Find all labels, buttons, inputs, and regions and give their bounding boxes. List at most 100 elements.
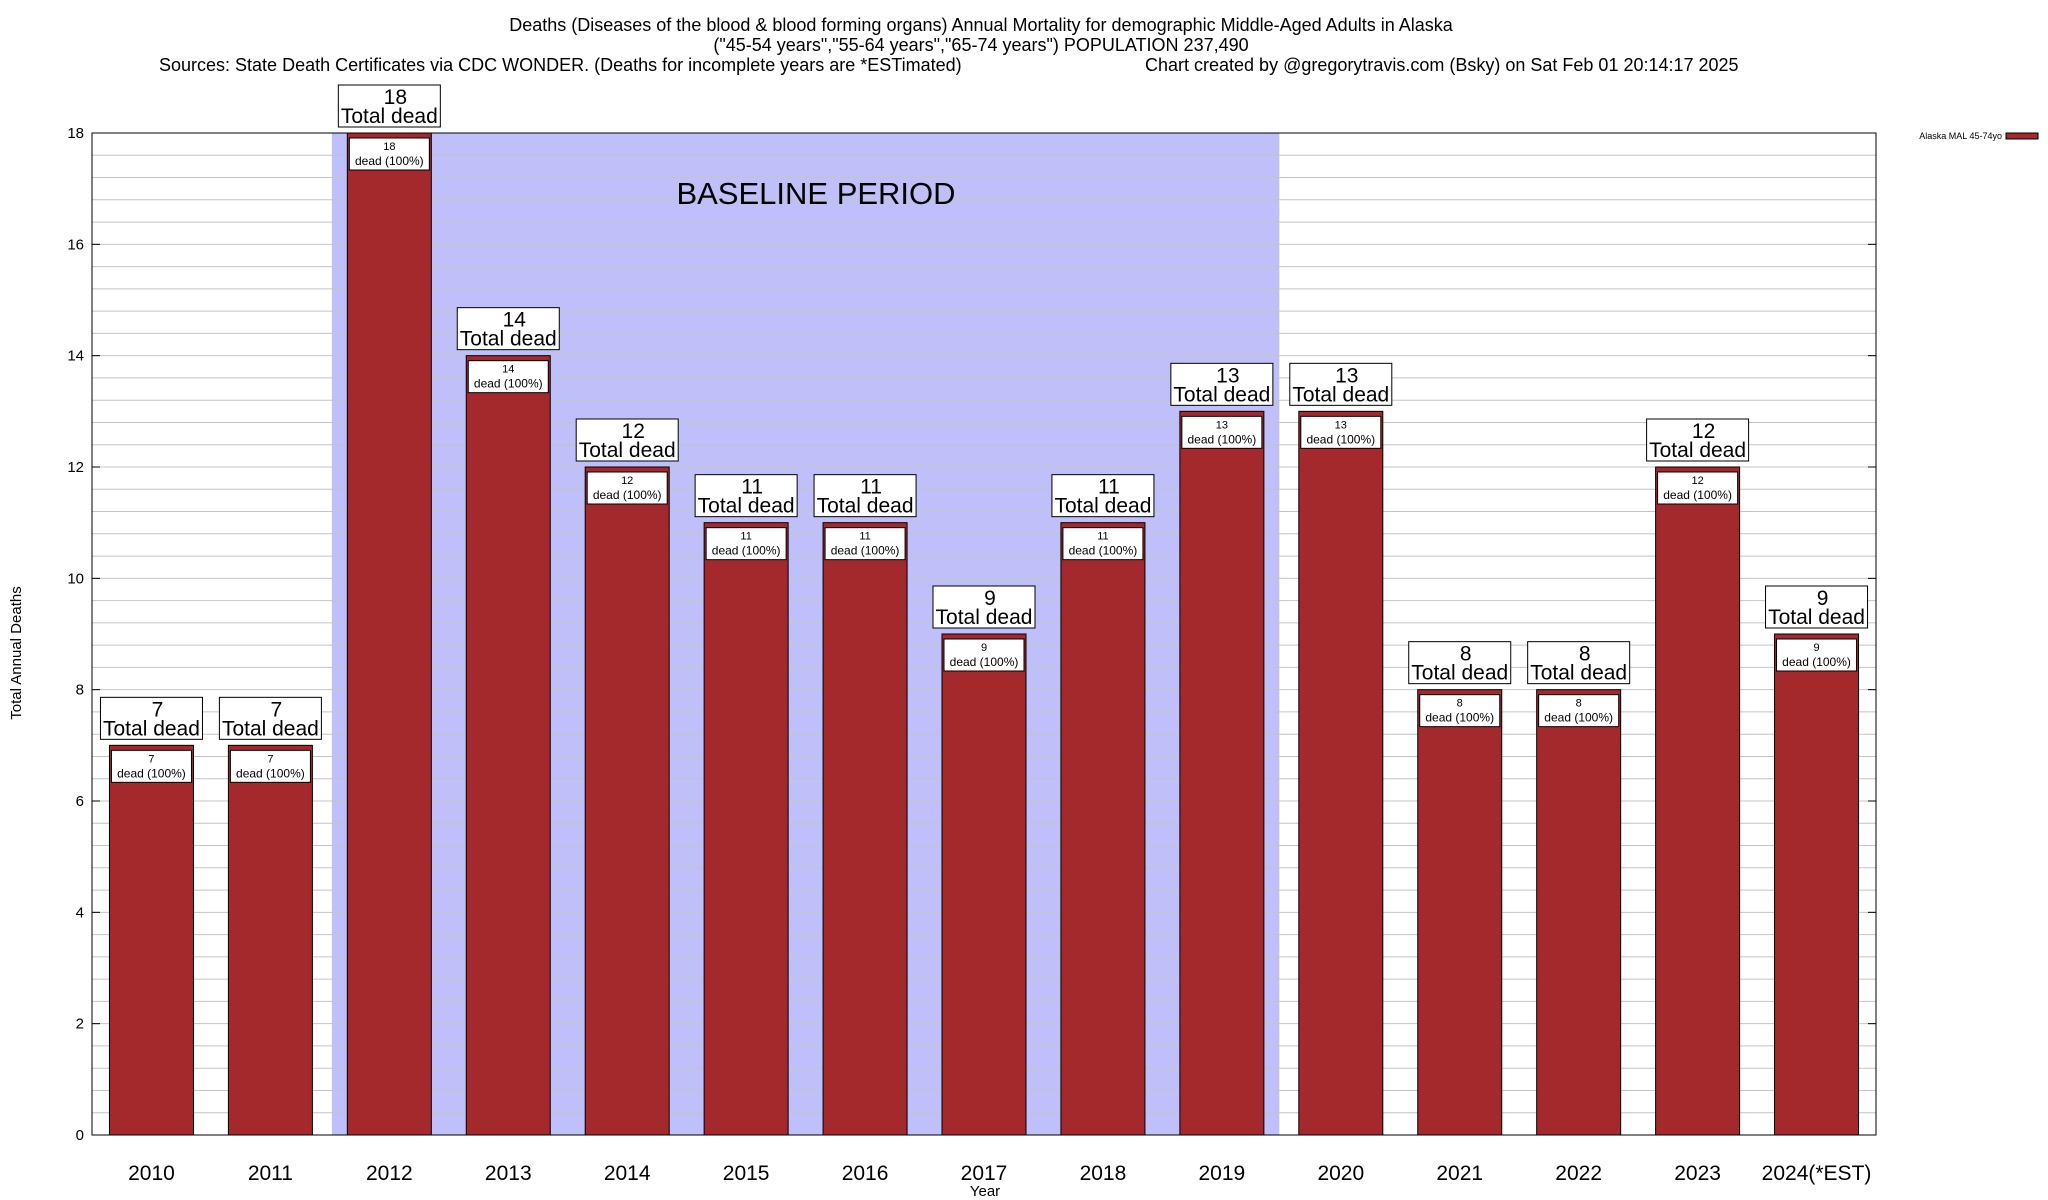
bar-total-caption: Total dead <box>1173 383 1270 406</box>
bar-inner-label-box <box>467 360 549 394</box>
x-tick-label: 2013 <box>485 1162 532 1185</box>
bar-total-value: 13 <box>1216 364 1239 387</box>
bar-inner-value: 13 <box>1216 419 1228 431</box>
x-tick-label: 2016 <box>842 1162 889 1185</box>
chart-sources: Sources: State Death Certificates via CD… <box>159 55 962 75</box>
baseline-period-label: BASELINE PERIOD <box>676 176 955 211</box>
bar-inner-value: 18 <box>383 141 395 153</box>
bar-total-caption: Total dead <box>222 717 319 740</box>
y-tick-label: 0 <box>76 1127 84 1144</box>
axes-layer: 0 2 4 6 8 10 12 14 16 18 2010 2011 2012 2013 2014 2015 2… <box>67 125 1877 1185</box>
bar-2015 <box>703 522 789 1136</box>
y-tick-label: 4 <box>76 904 84 921</box>
bar-total-caption: Total dead <box>698 495 795 518</box>
bar-inner-percent: dead (100%) <box>1188 432 1257 446</box>
bars-layer <box>108 132 1860 1136</box>
bar-inner-value: 12 <box>1691 475 1703 487</box>
chart-credit: Chart created by @gregorytravis.com (Bsk… <box>1145 55 1739 75</box>
y-tick-label: 6 <box>76 793 84 810</box>
bar-total-label-box <box>813 474 917 518</box>
bar-inner-value: 9 <box>981 642 987 654</box>
bar-total-value: 12 <box>1692 420 1715 443</box>
bar-inner-label-box <box>110 749 192 783</box>
bar-total-value: 11 <box>860 476 882 499</box>
bar-inner-value: 11 <box>859 531 870 543</box>
bar-inner-label-box <box>586 471 668 505</box>
bar-inner-value: 7 <box>148 753 154 765</box>
bar-inner-value: 8 <box>1576 698 1582 710</box>
bar-total-value: 13 <box>1335 364 1358 387</box>
bar-total-caption: Total dead <box>1411 662 1508 685</box>
bar-inner-percent: dead (100%) <box>355 154 424 168</box>
bar-2019 <box>1179 410 1265 1136</box>
y-tick-label: 2 <box>76 1016 84 1033</box>
x-tick-label: 2022 <box>1555 1162 1602 1185</box>
bar-2011 <box>227 744 313 1136</box>
bar-2014 <box>584 466 670 1136</box>
bar-total-value: 11 <box>741 476 763 499</box>
bar-inner-label-box <box>229 749 311 783</box>
bar-2018 <box>1060 522 1146 1136</box>
bar-inner-percent: dead (100%) <box>236 766 305 780</box>
chart-title-line-2: ("45-54 years","55-64 years","65-74 year… <box>713 35 1248 55</box>
bar-total-label-box <box>932 585 1036 629</box>
bar-total-caption: Total dead <box>460 328 557 351</box>
y-axis-label: Total Annual Deaths <box>8 586 25 719</box>
plot-frame <box>91 132 1877 1136</box>
bar-inner-value: 12 <box>621 475 633 487</box>
bar-total-value: 8 <box>1579 643 1591 666</box>
bar-total-caption: Total dead <box>817 495 914 518</box>
x-tick-label: 2020 <box>1317 1162 1364 1185</box>
x-tick-label: 2019 <box>1199 1162 1246 1185</box>
bar-total-label-box <box>1051 474 1155 518</box>
bar-inner-percent: dead (100%) <box>1782 655 1851 669</box>
y-tick-label: 8 <box>76 682 84 699</box>
bar-2013 <box>465 355 551 1136</box>
bar-2016 <box>822 522 908 1136</box>
bar-inner-value: 9 <box>1813 642 1819 654</box>
x-tick-label: 2014 <box>604 1162 651 1185</box>
legend-swatch <box>2005 132 2039 140</box>
bar-total-value: 11 <box>1098 476 1120 499</box>
y-tick-label: 16 <box>67 236 84 253</box>
bar-2023 <box>1655 466 1741 1136</box>
bar-inner-percent: dead (100%) <box>593 488 662 502</box>
y-tick-label: 14 <box>67 348 84 365</box>
bar-total-label-box <box>1170 362 1274 406</box>
bar-total-label-box <box>1527 641 1631 685</box>
bar-inner-value: 11 <box>1097 531 1108 543</box>
y-tick-label: 10 <box>67 570 84 587</box>
bar-2024(*EST) <box>1774 633 1860 1136</box>
bar-total-caption: Total dead <box>936 606 1033 629</box>
x-tick-label: 2017 <box>961 1162 1008 1185</box>
x-tick-label: 2012 <box>366 1162 413 1185</box>
bar-inner-value: 8 <box>1457 698 1463 710</box>
bar-inner-label-box <box>1062 527 1144 561</box>
bar-total-value: 8 <box>1460 643 1472 666</box>
bar-total-value: 7 <box>152 698 164 721</box>
bar-inner-label-box <box>824 527 906 561</box>
bar-inner-label-box <box>943 638 1025 672</box>
bar-inner-value: 11 <box>740 531 751 543</box>
bar-inner-value: 14 <box>502 364 514 376</box>
x-axis-label: Year <box>970 1183 1000 1200</box>
bar-inner-percent: dead (100%) <box>1069 544 1138 558</box>
bar-total-caption: Total dead <box>1530 662 1627 685</box>
x-tick-label: 2011 <box>248 1162 293 1185</box>
bar-2020 <box>1298 410 1384 1136</box>
bar-2021 <box>1417 689 1503 1136</box>
bar-inner-percent: dead (100%) <box>117 766 186 780</box>
bar-inner-percent: dead (100%) <box>474 377 543 391</box>
legend-entry-label: Alaska MAL 45-74yo <box>1919 131 2002 141</box>
bar-2022 <box>1536 689 1622 1136</box>
bar-total-value: 9 <box>1817 587 1829 610</box>
bar-total-caption: Total dead <box>1649 439 1746 462</box>
bar-total-label-box <box>456 307 560 351</box>
bar-total-value: 12 <box>622 420 645 443</box>
bar-inner-percent: dead (100%) <box>831 544 900 558</box>
bar-inner-label-box <box>1419 694 1501 728</box>
x-tick-label: 2010 <box>128 1162 175 1185</box>
bar-total-label-box <box>1646 418 1750 462</box>
bar-total-value: 7 <box>271 698 283 721</box>
